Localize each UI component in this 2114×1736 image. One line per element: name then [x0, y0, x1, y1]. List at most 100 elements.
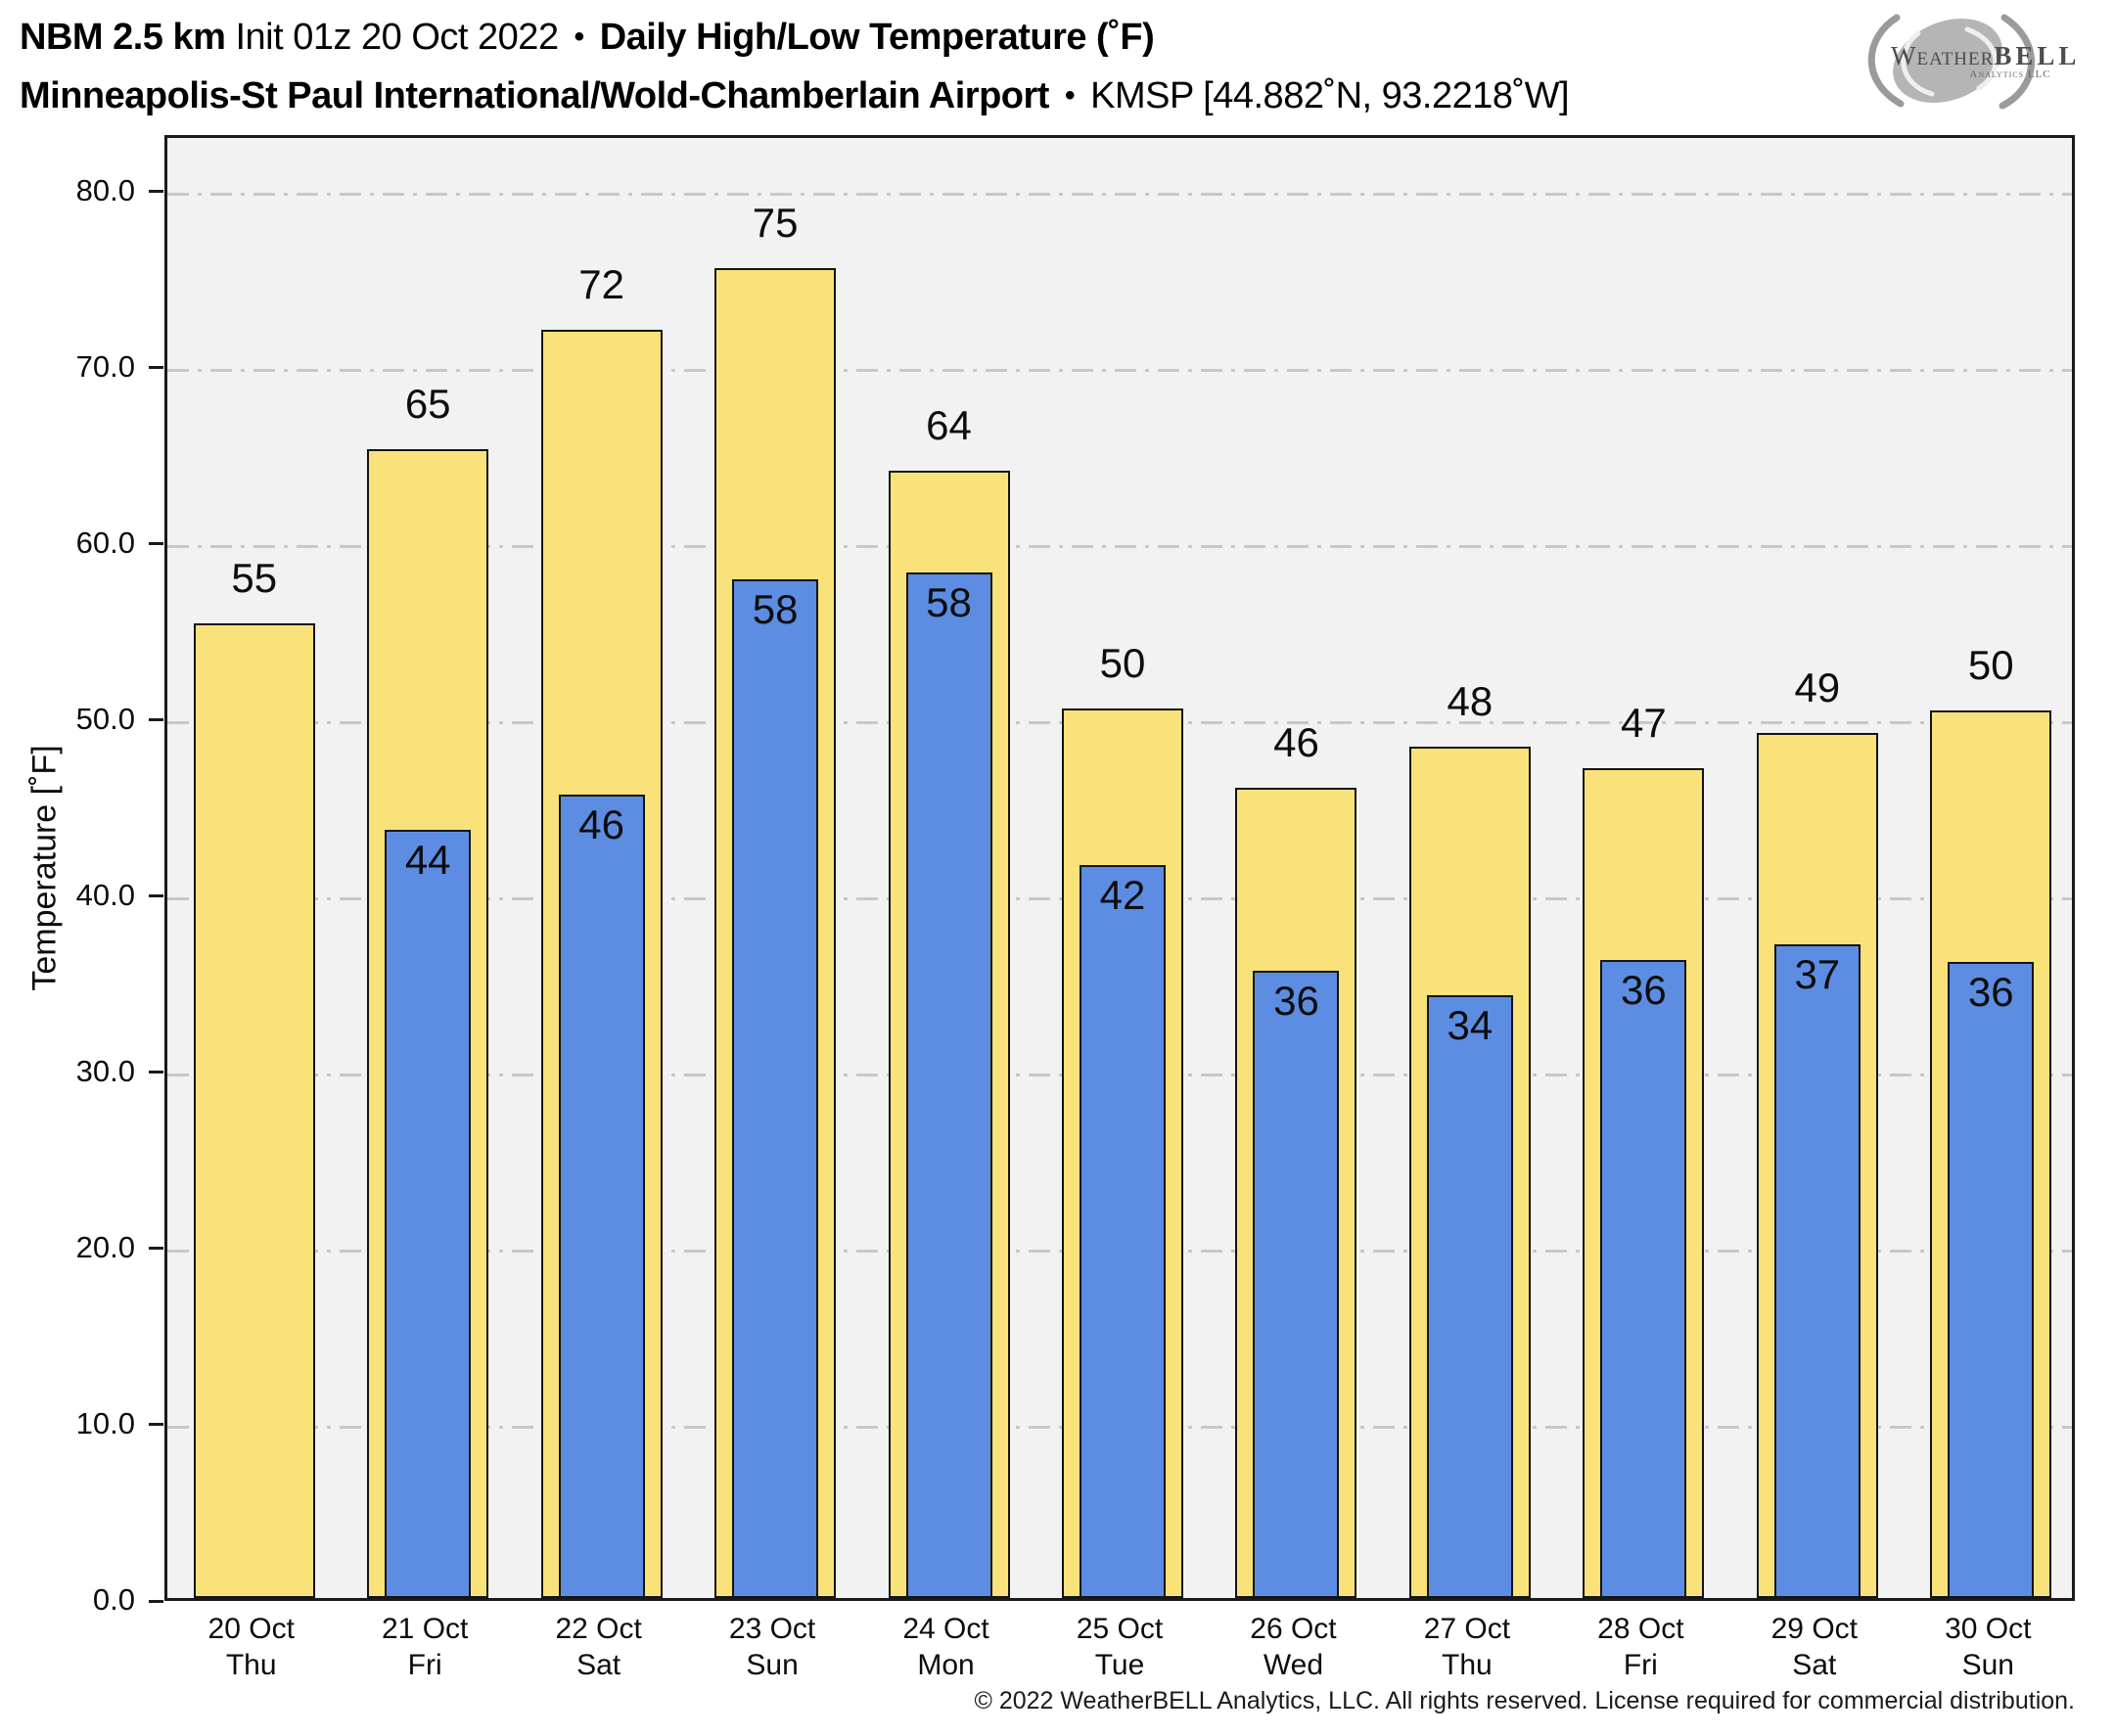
x-label-day: Wed: [1263, 1649, 1324, 1681]
x-category-label: 28 Oct Fri: [1542, 1611, 1738, 1683]
x-label-day: Sun: [746, 1649, 799, 1681]
y-tick-mark: [149, 542, 163, 546]
hurricane-swirl-icon: [1867, 14, 2035, 110]
station-id: KMSP [44.882˚N, 93.2218˚W]: [1090, 75, 1570, 116]
x-label-day: Thu: [1442, 1649, 1493, 1681]
low-bar: 42: [1080, 865, 1166, 1598]
y-tick-label: 0.0: [92, 1582, 135, 1617]
x-label-date: 30 Oct: [1945, 1613, 2032, 1645]
weatherbell-logo: WeatherBELL Analytics LLC: [1858, 4, 2081, 119]
y-tick-label: 60.0: [75, 525, 135, 560]
x-label-day: Sat: [576, 1649, 621, 1681]
low-bar: 36: [1253, 971, 1340, 1598]
y-tick-label: 20.0: [75, 1229, 135, 1264]
high-bar: [193, 623, 315, 1598]
x-label-date: 25 Oct: [1076, 1613, 1164, 1645]
x-category-label: 24 Oct Mon: [849, 1611, 1044, 1683]
low-bar: 58: [732, 579, 819, 1598]
x-label-date: 26 Oct: [1250, 1613, 1337, 1645]
y-tick-mark: [149, 1247, 163, 1251]
y-tick-label: 50.0: [75, 701, 135, 736]
y-axis-title: Temperature [˚F]: [25, 745, 64, 991]
x-category-label: 21 Oct Fri: [327, 1611, 523, 1683]
low-value-label: 36: [1621, 967, 1667, 1013]
high-value-label: 47: [1621, 700, 1667, 746]
title-line-2: Minneapolis-St Paul International/Wold-C…: [20, 67, 1570, 125]
high-value-label: 55: [231, 555, 278, 601]
low-value-label: 37: [1794, 951, 1841, 997]
product-name: Daily High/Low Temperature (˚F): [599, 17, 1155, 58]
low-value-label: 34: [1447, 1002, 1494, 1048]
high-value-label: 48: [1447, 678, 1494, 724]
low-bar: 36: [1600, 960, 1687, 1598]
copyright-notice: © 2022 WeatherBELL Analytics, LLC. All r…: [974, 1687, 2075, 1714]
y-tick-label: 80.0: [75, 172, 135, 207]
x-label-day: Sat: [1792, 1649, 1837, 1681]
logo-subtext: Analytics LLC: [1969, 69, 2051, 80]
low-bar: 37: [1773, 944, 1861, 1598]
page-title: NBM 2.5 km Init 01z 20 Oct 2022 • Daily …: [20, 8, 1570, 125]
high-value-label: 75: [752, 200, 799, 246]
high-value-label: 50: [1099, 640, 1146, 686]
y-tick-label: 30.0: [75, 1053, 135, 1088]
low-value-label: 44: [404, 837, 451, 883]
high-value-label: 49: [1794, 664, 1841, 710]
x-label-day: Fri: [407, 1649, 442, 1681]
x-category-label: 25 Oct Tue: [1022, 1611, 1218, 1683]
x-label-date: 23 Oct: [728, 1613, 816, 1645]
x-label-day: Tue: [1094, 1649, 1145, 1681]
y-tick-label: 40.0: [75, 877, 135, 912]
y-tick-mark: [149, 894, 163, 898]
separator-dot: •: [574, 21, 585, 53]
low-value-label: 36: [1273, 978, 1319, 1024]
gridline: [167, 193, 2072, 197]
plot-area: 55 65 44 72 46 75 58 64 58 50 42 46 36 48 34 47 36 49 37 50…: [164, 135, 2075, 1601]
high-value-label: 50: [1967, 642, 2014, 688]
low-value-label: 46: [578, 801, 624, 847]
x-label-date: 21 Oct: [381, 1613, 469, 1645]
logo-wordmark: WeatherBELL: [1891, 41, 2081, 70]
x-label-date: 29 Oct: [1770, 1613, 1858, 1645]
x-category-label: 22 Oct Sat: [501, 1611, 697, 1683]
x-category-label: 30 Oct Sun: [1890, 1611, 2086, 1683]
y-tick-mark: [149, 366, 163, 370]
y-tick-mark: [149, 190, 163, 194]
x-category-label: 26 Oct Wed: [1195, 1611, 1391, 1683]
gridline: [167, 545, 2072, 549]
x-category-label: 20 Oct Thu: [154, 1611, 349, 1683]
high-value-label: 65: [404, 381, 451, 427]
low-value-label: 58: [926, 579, 972, 625]
low-bar: 46: [558, 795, 645, 1598]
high-value-label: 46: [1273, 719, 1319, 765]
x-label-date: 24 Oct: [902, 1613, 989, 1645]
x-label-day: Mon: [917, 1649, 975, 1681]
x-category-label: 29 Oct Sat: [1717, 1611, 1912, 1683]
y-tick-mark: [149, 1071, 163, 1074]
high-value-label: 72: [578, 261, 624, 307]
x-label-date: 20 Oct: [207, 1613, 295, 1645]
low-bar: 44: [385, 830, 472, 1598]
low-value-label: 36: [1967, 969, 2014, 1015]
x-label-day: Fri: [1623, 1649, 1658, 1681]
y-tick-label: 70.0: [75, 348, 135, 384]
model-name: NBM 2.5 km: [20, 17, 226, 58]
low-value-label: 42: [1099, 872, 1146, 918]
y-tick-mark: [149, 718, 163, 722]
title-line-1: NBM 2.5 km Init 01z 20 Oct 2022 • Daily …: [20, 8, 1569, 67]
low-bar: 34: [1426, 995, 1513, 1598]
x-category-label: 27 Oct Thu: [1369, 1611, 1565, 1683]
station-name: Minneapolis-St Paul International/Wold-C…: [20, 75, 1049, 116]
x-label-day: Thu: [225, 1649, 277, 1681]
x-label-day: Sun: [1961, 1649, 2014, 1681]
x-label-date: 27 Oct: [1423, 1613, 1511, 1645]
low-bar: 36: [1948, 962, 2035, 1598]
y-tick-mark: [149, 1423, 163, 1427]
low-bar: 58: [905, 572, 992, 1598]
y-tick-mark: [149, 1599, 163, 1603]
low-value-label: 58: [752, 586, 799, 632]
y-tick-label: 10.0: [75, 1405, 135, 1440]
x-category-label: 23 Oct Sun: [674, 1611, 870, 1683]
init-time: Init 01z 20 Oct 2022: [235, 17, 559, 58]
high-value-label: 64: [926, 402, 972, 448]
